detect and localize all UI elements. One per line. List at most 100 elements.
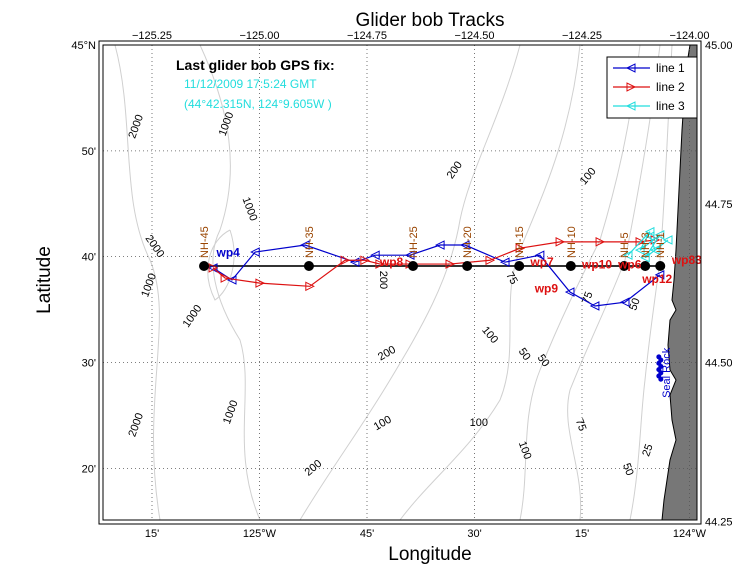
top-tick-label: −124.50 [454, 30, 494, 42]
station-marker [462, 260, 473, 271]
triangle-right-marker [626, 82, 637, 92]
waypoint-label: wp8 [379, 255, 404, 269]
left-tick-label: 30' [82, 358, 96, 370]
triangle-left-marker [622, 250, 633, 260]
left-tick-label: 20' [82, 463, 96, 475]
seal-rock-marker [658, 376, 664, 382]
bottom-tick-label: 124°W [673, 528, 707, 540]
axis-ticks: −125.25 15' −125.00 125°W −124.75 45' −124.50 3… [71, 30, 732, 540]
right-tick-label: 44.25 [705, 516, 733, 528]
y-axis-label: Latitude [34, 246, 55, 314]
triangle-left-marker [370, 250, 380, 260]
bottom-tick-label: 125°W [243, 528, 277, 540]
waypoint-label: wp10 [581, 258, 612, 272]
coastline-land [661, 44, 698, 521]
waypoint-label: wp12 [641, 272, 672, 286]
station-label: NH-35 [304, 226, 316, 258]
legend-label: line 1 [656, 61, 685, 75]
top-tick-label: −124.00 [669, 30, 709, 42]
triangle-right-marker [445, 259, 456, 269]
triangle-left-marker [434, 240, 445, 250]
station-marker [655, 260, 666, 271]
waypoint-label: wp6 [617, 258, 642, 272]
right-tick-label: 44.50 [705, 358, 733, 370]
gps-fix-time: 11/12/2009 17:5:24 GMT [184, 77, 317, 91]
seal-rock-label: Seal Rock [661, 347, 673, 398]
triangle-left-marker [250, 247, 260, 257]
triangle-right-marker [595, 237, 606, 247]
triangle-left-marker [662, 235, 673, 245]
left-tick-label: 50' [82, 146, 96, 158]
triangle-right-marker [635, 237, 646, 247]
triangle-right-marker [208, 263, 219, 273]
left-tick-label: 45°N [71, 40, 96, 52]
contour-label: 200 [377, 271, 389, 289]
waypoint-label: wp9 [534, 282, 559, 296]
waypoint-label: wp7 [529, 255, 554, 269]
triangle-right-marker [340, 255, 351, 266]
station-marker [199, 260, 210, 271]
map-title: Glider bob Tracks [356, 10, 505, 31]
station-label: NH-25 [408, 226, 420, 258]
triangle-left-marker [634, 245, 645, 255]
track-line-1 [212, 244, 661, 307]
triangle-left-marker [404, 250, 415, 260]
x-axis-label: Longitude [388, 544, 471, 565]
top-tick-label: −125.00 [239, 30, 279, 42]
contour-label: 100 [470, 417, 488, 429]
contour-lines [114, 44, 673, 521]
top-tick-label: −124.25 [562, 30, 602, 42]
contour-label: 25 [640, 443, 655, 459]
triangle-right-marker [485, 255, 496, 266]
station-label: NH-45 [199, 226, 211, 258]
top-tick-label: −125.25 [132, 30, 172, 42]
triangle-left-marker [640, 252, 650, 263]
waypoint-label: wp83 [671, 253, 702, 267]
triangle-left-marker [649, 245, 660, 255]
station-label: NH-15 [514, 226, 526, 258]
triangle-left-marker [589, 301, 600, 311]
station-label: NH-3 [640, 232, 652, 258]
triangle-left-marker [644, 231, 655, 241]
station-marker [565, 260, 576, 271]
left-tick-label: 40' [82, 252, 96, 264]
triangle-right-marker [360, 255, 370, 266]
right-tick-label: 45.00 [705, 40, 733, 52]
triangle-right-marker [255, 278, 266, 288]
station-marker [640, 260, 651, 271]
triangle-right-marker [375, 259, 386, 269]
contour-label: 75 [503, 270, 520, 287]
waypoint-label: wp4 [216, 245, 241, 259]
triangle-left-marker [459, 240, 470, 250]
station-label: NH-10 [566, 226, 578, 258]
station-label: NH-20 [462, 226, 474, 258]
contour-label: 50 [516, 346, 533, 363]
bottom-tick-label: 15' [145, 528, 159, 540]
right-tick-label: 44.75 [705, 199, 733, 211]
triangle-left-marker [534, 250, 545, 260]
contour-label: 50 [620, 462, 635, 478]
triangle-left-marker [564, 287, 575, 297]
contour-label: 50 [535, 352, 552, 369]
triangle-left-marker [654, 230, 665, 240]
contour-label: 50 [627, 297, 642, 313]
triangle-left-marker [654, 270, 665, 280]
triangle-left-marker [299, 240, 310, 250]
bottom-tick-label: 15' [575, 528, 589, 540]
triangle-left-marker [499, 257, 510, 267]
bottom-tick-label: 45' [360, 528, 374, 540]
station-marker [619, 260, 630, 271]
bottom-tick-label: 30' [467, 528, 481, 540]
legend-label: line 2 [656, 80, 685, 94]
top-tick-label: −124.75 [347, 30, 387, 42]
triangle-right-marker [305, 281, 315, 292]
station-label: NH-1 [655, 232, 667, 258]
station-label: NH-5 [619, 232, 631, 258]
station-marker [408, 260, 419, 271]
station-marker [514, 260, 525, 271]
legend-label: line 3 [656, 99, 685, 113]
legend: line 1 line 2 line 3 [606, 56, 698, 119]
